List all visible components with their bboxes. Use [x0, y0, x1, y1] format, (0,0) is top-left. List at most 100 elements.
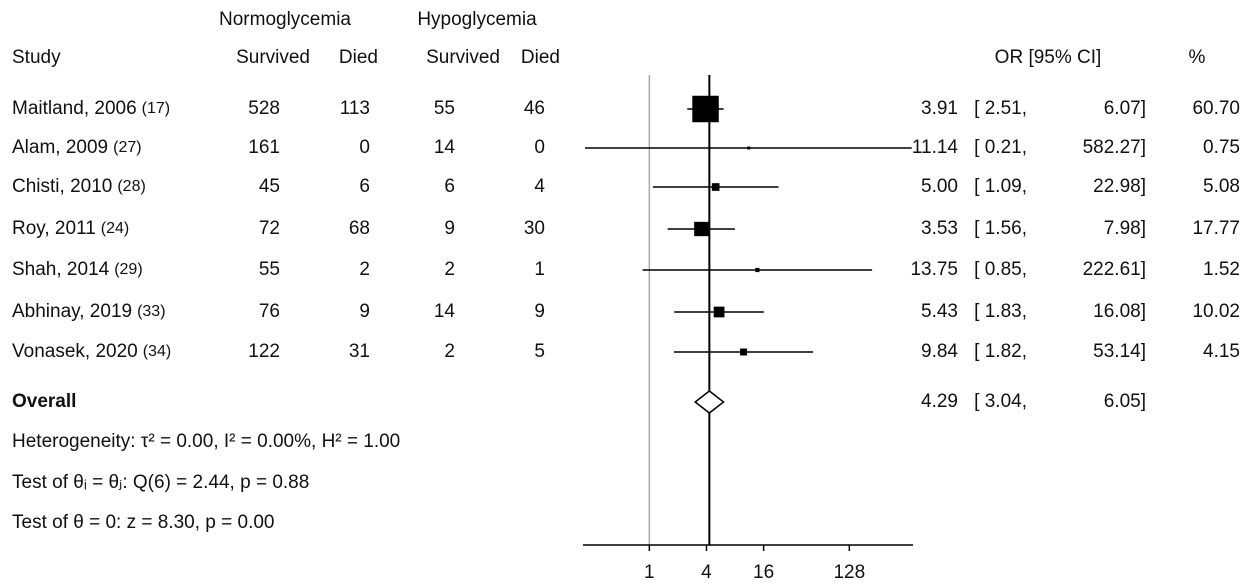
or-estimate: 4.29 — [921, 391, 958, 412]
study-ref: (29) — [114, 261, 142, 278]
study-name: Vonasek, 2020 — [12, 341, 138, 362]
ci-lower: [ 3.04, — [974, 391, 1027, 412]
ci-upper: 16.08] — [1093, 301, 1146, 322]
estimate-box — [740, 348, 748, 356]
count: 1 — [534, 259, 545, 280]
column-header: Study — [12, 47, 61, 68]
ci-lower: [ 1.83, — [974, 301, 1027, 322]
or-estimate: 11.14 — [912, 137, 959, 158]
ci-upper: 6.07] — [1104, 98, 1146, 119]
estimate-box — [755, 267, 760, 273]
x-tick-label: 16 — [753, 562, 774, 583]
study-ref: (28) — [117, 178, 145, 195]
study-name: Roy, 2011 — [12, 218, 96, 239]
count: 0 — [534, 137, 545, 158]
count: 2 — [359, 259, 370, 280]
overall-label: Overall — [12, 391, 76, 412]
or-estimate: 13.75 — [910, 259, 958, 280]
study-label: Vonasek, 2020 (34) — [12, 341, 171, 362]
ci-upper: 22.98] — [1093, 176, 1146, 197]
study-name: Alam, 2009 — [12, 137, 108, 158]
ci-upper: 6.05] — [1104, 391, 1146, 412]
study-ref: (33) — [137, 303, 165, 320]
count: 4 — [534, 176, 545, 197]
count: 9 — [534, 301, 545, 322]
count: 68 — [349, 218, 370, 239]
estimate-box — [713, 306, 725, 318]
count: 6 — [444, 176, 455, 197]
count: 2 — [444, 259, 455, 280]
study-name: Shah, 2014 — [12, 259, 110, 280]
count: 55 — [434, 98, 455, 119]
study-label: Roy, 2011 (24) — [12, 218, 129, 239]
estimate-box — [694, 221, 709, 237]
weight: 10.02 — [1192, 301, 1240, 322]
note: Test of θ = 0: z = 8.30, p = 0.00 — [12, 512, 274, 533]
ci-lower: [ 2.51, — [974, 98, 1027, 119]
ci-upper: 7.98] — [1104, 218, 1146, 239]
x-tick-label: 1 — [644, 562, 655, 583]
or-estimate: 3.53 — [921, 218, 958, 239]
study-label: Alam, 2009 (27) — [12, 137, 142, 158]
group-header: Normoglycemia — [219, 9, 351, 30]
ci-lower: [ 1.09, — [974, 176, 1027, 197]
study-label: Shah, 2014 (29) — [12, 259, 143, 280]
count: 30 — [524, 218, 545, 239]
or-estimate: 5.43 — [921, 301, 958, 322]
weight: 0.75 — [1203, 137, 1240, 158]
or-estimate: 9.84 — [921, 341, 958, 362]
ci-lower: [ 0.85, — [974, 259, 1027, 280]
ci-upper: 582.27] — [1083, 137, 1146, 158]
column-header: Survived — [426, 47, 500, 68]
weight: 4.15 — [1203, 341, 1240, 362]
count: 161 — [248, 137, 280, 158]
count: 45 — [259, 176, 280, 197]
column-header: Survived — [236, 47, 310, 68]
note: Heterogeneity: τ² = 0.00, I² = 0.00%, H²… — [12, 431, 400, 452]
count: 46 — [524, 98, 545, 119]
weight: 1.52 — [1203, 259, 1240, 280]
estimate-box — [747, 146, 751, 150]
study-name: Maitland, 2006 — [12, 98, 137, 119]
column-header: Died — [521, 47, 560, 68]
weight: 60.70 — [1192, 98, 1240, 119]
note: Test of θᵢ = θⱼ: Q(6) = 2.44, p = 0.88 — [12, 472, 309, 493]
ci-lower: [ 1.82, — [974, 341, 1027, 362]
ci-upper: 53.14] — [1093, 341, 1146, 362]
count: 6 — [359, 176, 370, 197]
study-ref: (17) — [142, 100, 170, 117]
ci-lower: [ 1.56, — [974, 218, 1027, 239]
count: 14 — [434, 137, 456, 158]
count: 76 — [259, 301, 280, 322]
overall-diamond — [693, 390, 725, 414]
study-label: Maitland, 2006 (17) — [12, 98, 170, 119]
weight: 5.08 — [1203, 176, 1240, 197]
count: 72 — [259, 218, 280, 239]
study-label: Abhinay, 2019 (33) — [12, 301, 166, 322]
count: 122 — [248, 341, 280, 362]
count: 9 — [359, 301, 370, 322]
count: 55 — [259, 259, 280, 280]
or-estimate: 3.91 — [921, 98, 958, 119]
or-estimate: 5.00 — [921, 176, 958, 197]
ci-upper: 222.61] — [1083, 259, 1146, 280]
x-tick-label: 128 — [833, 562, 865, 583]
count: 9 — [444, 218, 455, 239]
column-header: OR [95% CI] — [995, 47, 1102, 68]
count: 5 — [534, 341, 545, 362]
column-header: % — [1189, 47, 1206, 68]
count: 31 — [349, 341, 370, 362]
weight: 17.77 — [1192, 218, 1240, 239]
count: 528 — [248, 98, 280, 119]
estimate-box — [692, 95, 719, 123]
study-name: Chisti, 2010 — [12, 176, 112, 197]
ci-lower: [ 0.21, — [974, 137, 1027, 158]
study-ref: (24) — [101, 220, 129, 237]
study-ref: (27) — [113, 139, 141, 156]
count: 14 — [434, 301, 456, 322]
study-label: Chisti, 2010 (28) — [12, 176, 146, 197]
group-header: Hypoglycemia — [417, 9, 537, 30]
study-ref: (34) — [143, 343, 171, 360]
estimate-box — [711, 183, 720, 191]
